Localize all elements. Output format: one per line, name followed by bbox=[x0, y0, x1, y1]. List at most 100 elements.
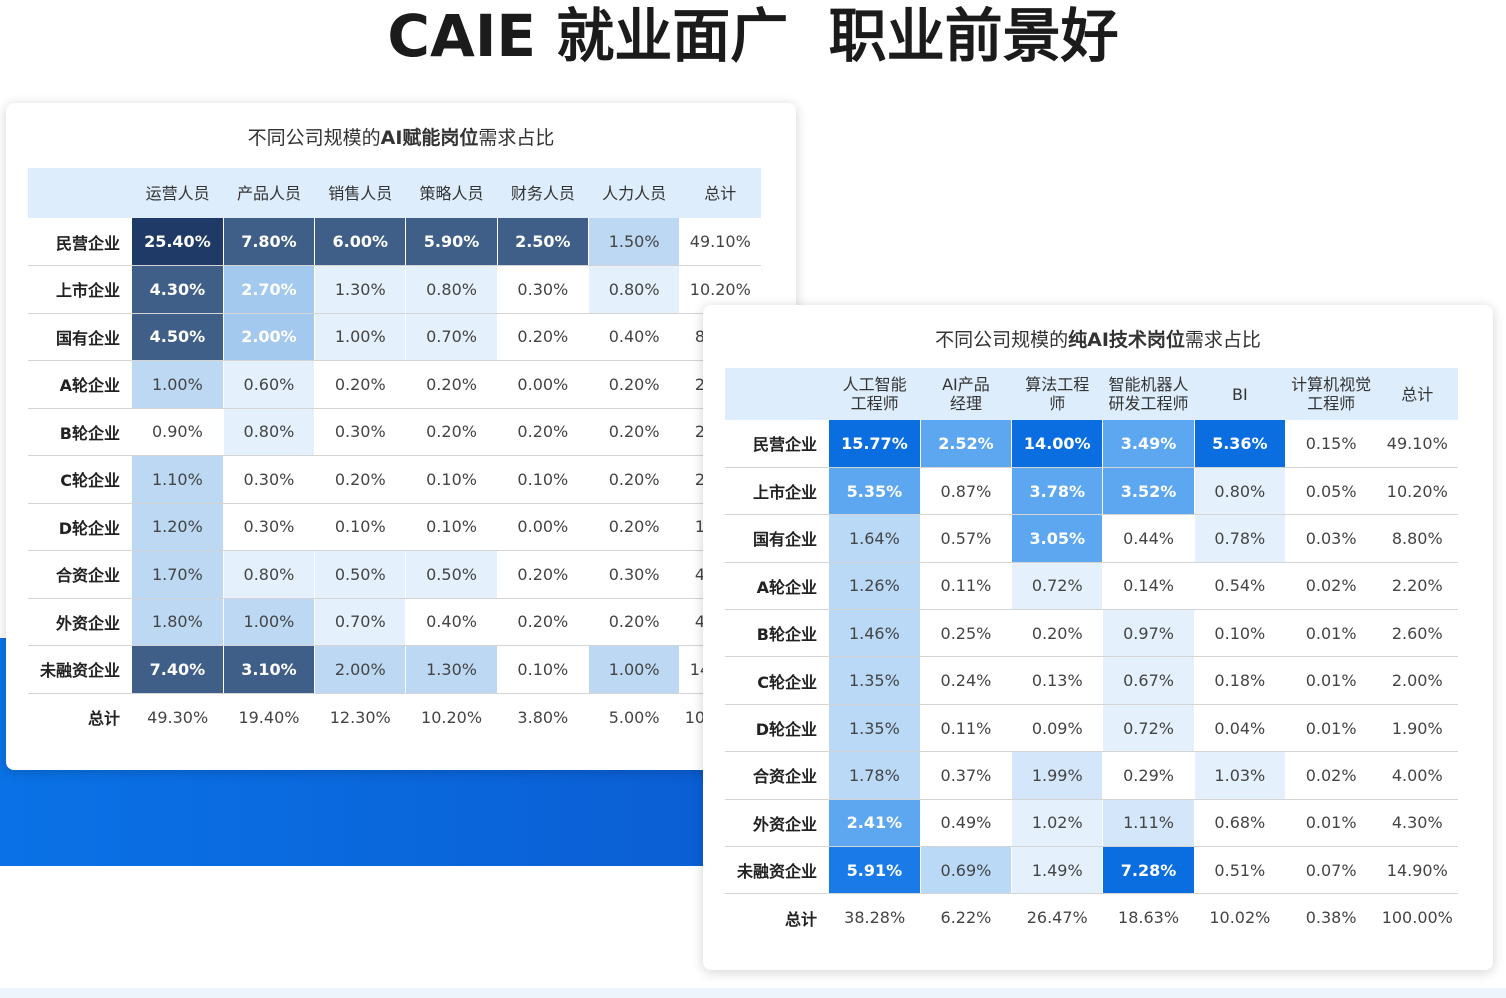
cell: 10.02% bbox=[1209, 908, 1271, 928]
cell: 1.64% bbox=[829, 514, 921, 563]
cell: 2.41% bbox=[829, 799, 921, 848]
cell: 0.20% bbox=[405, 360, 498, 409]
row-label: 国有企业 bbox=[28, 313, 132, 361]
cell: 0.70% bbox=[405, 313, 498, 361]
cell: 0.07% bbox=[1285, 846, 1378, 895]
cell: 6.00% bbox=[314, 218, 407, 266]
cell: 18.63% bbox=[1118, 908, 1180, 928]
cell: 0.80% bbox=[223, 408, 316, 456]
cell: 7.40% bbox=[132, 645, 224, 694]
table-title: 不同公司规模的纯AI技术岗位需求占比 bbox=[703, 325, 1493, 352]
cell: 2.60% bbox=[1376, 609, 1459, 658]
cell: 1.20% bbox=[132, 503, 224, 551]
cell: 0.20% bbox=[588, 455, 681, 504]
row-label: 总计 bbox=[87, 709, 120, 728]
cell: 3.10% bbox=[223, 645, 316, 694]
cell: 0.14% bbox=[1102, 562, 1195, 611]
column-header: AI产品 经理 bbox=[920, 368, 1012, 420]
row-label: 上市企业 bbox=[725, 467, 829, 516]
cell: 5.36% bbox=[1194, 420, 1286, 468]
cell: 0.01% bbox=[1285, 656, 1378, 705]
cell: 0.80% bbox=[223, 550, 316, 599]
cell: 0.10% bbox=[405, 455, 498, 504]
row: 民营企业 15.77% 2.52% 14.00% 3.49% 5.36% 0.15% 49.1… bbox=[725, 420, 1459, 468]
table-title: 不同公司规模的AI赋能岗位需求占比 bbox=[6, 123, 796, 150]
cell: 0.67% bbox=[1102, 656, 1195, 705]
column-header: 销售人员 bbox=[314, 168, 406, 218]
cell: 1.90% bbox=[1376, 704, 1459, 753]
cell: 38.28% bbox=[844, 908, 906, 928]
cell: 7.80% bbox=[223, 218, 316, 266]
cell: 25.40% bbox=[132, 218, 224, 266]
cell: 2.52% bbox=[920, 420, 1013, 468]
cell: 1.10% bbox=[132, 455, 224, 504]
cell: 0.72% bbox=[1102, 704, 1195, 753]
header-row: 运营人员 产品人员 销售人员 策略人员 财务人员 人力人员 总计 bbox=[28, 168, 761, 218]
header-row: 人工智能 工程师 AI产品 经理 算法工程 师智能机器人 研发工程师 BI 计算机视觉 … bbox=[725, 368, 1458, 420]
cell: 0.30% bbox=[223, 503, 316, 551]
cell: 7.28% bbox=[1102, 846, 1195, 895]
cell: 49.10% bbox=[1376, 420, 1459, 468]
cell: 0.37% bbox=[920, 751, 1013, 800]
cell: 0.10% bbox=[405, 503, 498, 551]
cell: 14.00% bbox=[1011, 420, 1104, 468]
cell: 1.50% bbox=[588, 218, 681, 266]
cell: 0.11% bbox=[920, 562, 1013, 611]
cell: 0.50% bbox=[405, 550, 498, 599]
row-label: 外资企业 bbox=[725, 799, 829, 848]
table: 运营人员 产品人员 销售人员 策略人员 财务人员 人力人员 总计 民营企业 25.40% 7.80… bbox=[28, 168, 762, 741]
cell: 0.05% bbox=[1285, 467, 1378, 516]
column-header: 人力人员 bbox=[588, 168, 680, 218]
cell: 0.20% bbox=[588, 360, 681, 409]
row: 合资企业 1.78% 0.37% 1.99% 0.29% 1.03% 0.02% 4.00% bbox=[725, 751, 1459, 800]
row-label: 民营企业 bbox=[28, 218, 132, 266]
cell: 1.70% bbox=[132, 550, 224, 599]
cell: 0.68% bbox=[1194, 799, 1286, 848]
cell: 0.20% bbox=[497, 550, 589, 599]
cell: 0.25% bbox=[920, 609, 1013, 658]
row: B轮企业 1.46% 0.25% 0.20% 0.97% 0.10% 0.01% 2.60% bbox=[725, 609, 1459, 658]
cell: 0.80% bbox=[588, 265, 681, 314]
row-label: 外资企业 bbox=[28, 598, 132, 646]
cell: 0.30% bbox=[223, 455, 316, 504]
cell: 0.44% bbox=[1102, 514, 1195, 563]
cell: 1.02% bbox=[1011, 799, 1104, 848]
cell: 2.00% bbox=[223, 313, 316, 361]
column-header: 产品人员 bbox=[223, 168, 315, 218]
cell: 0.20% bbox=[497, 598, 589, 646]
card: 不同公司规模的纯AI技术岗位需求占比 人工智能 工程师 AI产品 经理 算法工程 师… bbox=[703, 305, 1493, 970]
cell: 19.40% bbox=[238, 707, 300, 727]
cell: 0.97% bbox=[1102, 609, 1195, 658]
row: 外资企业 2.41% 0.49% 1.02% 1.11% 0.68% 0.01% 4.30% bbox=[725, 799, 1459, 848]
cell: 0.49% bbox=[920, 799, 1013, 848]
cell: 26.47% bbox=[1026, 908, 1088, 928]
cell: 49.10% bbox=[679, 218, 762, 266]
cell: 0.30% bbox=[497, 265, 589, 314]
cell: 2.70% bbox=[223, 265, 316, 314]
cell: 1.46% bbox=[829, 609, 921, 658]
cell: 0.13% bbox=[1011, 656, 1104, 705]
cell: 0.70% bbox=[314, 598, 407, 646]
corner bbox=[725, 368, 829, 420]
cell: 0.90% bbox=[132, 408, 224, 456]
cell: 0.40% bbox=[588, 313, 681, 361]
cell: 1.11% bbox=[1102, 799, 1195, 848]
cell: 6.22% bbox=[940, 908, 992, 928]
cell: 0.20% bbox=[1011, 609, 1104, 658]
cell: 5.91% bbox=[829, 846, 921, 895]
row: 上市企业 4.30% 2.70% 1.30% 0.80% 0.30% 0.80% 10.20% bbox=[28, 265, 762, 314]
column-header: 策略人员 bbox=[405, 168, 498, 218]
row-label: 总计 bbox=[784, 909, 817, 929]
cell: 0.87% bbox=[920, 467, 1013, 516]
cell: 0.11% bbox=[920, 704, 1013, 753]
cell: 0.02% bbox=[1285, 562, 1378, 611]
title-part: 需求占比 bbox=[478, 127, 555, 149]
column-header: 算法工程 师 bbox=[1011, 368, 1103, 420]
row-label: B轮企业 bbox=[725, 609, 829, 658]
cell: 0.00% bbox=[497, 360, 589, 409]
cell: 0.57% bbox=[920, 514, 1013, 563]
